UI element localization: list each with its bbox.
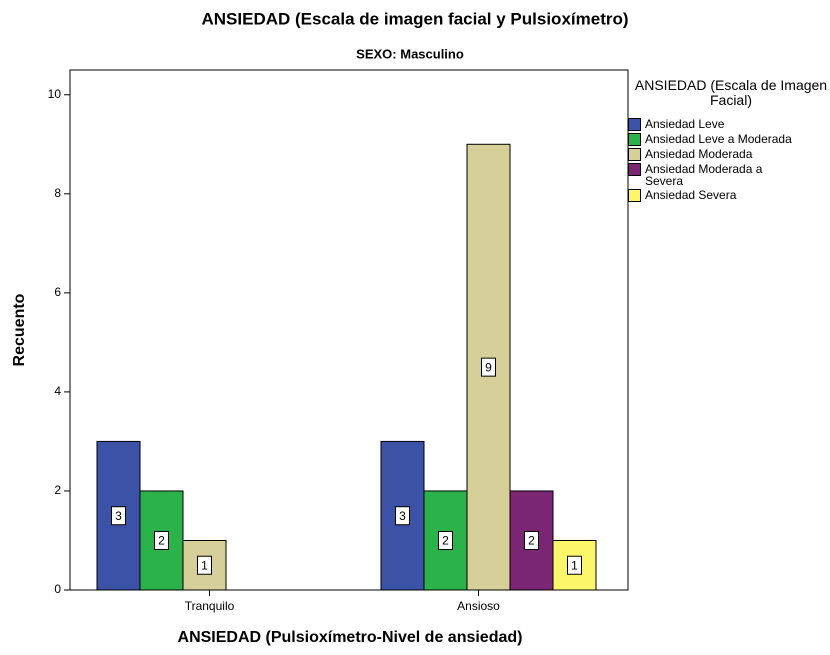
value-label: 3 <box>115 509 122 523</box>
legend-entry: Ansiedad Severa <box>628 189 830 202</box>
value-label: 1 <box>201 558 208 572</box>
y-tick-label: 4 <box>54 384 61 398</box>
legend-swatch <box>628 118 641 131</box>
value-label: 2 <box>528 534 535 548</box>
chart-subtitle: SEXO: Masculino <box>356 46 464 61</box>
value-label-box <box>567 555 582 575</box>
y-tick-label: 6 <box>54 285 61 299</box>
value-label-box <box>524 530 539 550</box>
value-label: 2 <box>442 534 449 548</box>
value-label-box <box>197 555 212 575</box>
legend-label: Ansiedad Moderada <box>645 147 753 161</box>
legend-swatch <box>628 133 641 146</box>
legend-entry: Ansiedad Leve <box>628 118 830 131</box>
y-tick-label: 8 <box>54 186 61 200</box>
y-tick-label: 10 <box>48 87 62 101</box>
value-label: 3 <box>399 509 406 523</box>
legend-swatch <box>628 163 641 176</box>
legend-entry: Ansiedad Leve a Moderada <box>628 133 830 146</box>
plot-frame <box>69 69 629 591</box>
y-axis-label: Recuento <box>11 293 28 366</box>
x-tick-label: Ansioso <box>457 599 500 613</box>
value-label: 2 <box>158 534 165 548</box>
y-tick-label: 2 <box>54 483 61 497</box>
value-label-box <box>438 530 453 550</box>
chart-title: ANSIEDAD (Escala de imagen facial y Puls… <box>201 9 628 28</box>
legend-label: Ansiedad Leve a Moderada <box>645 132 792 146</box>
value-label: 1 <box>571 558 578 572</box>
legend-label: Ansiedad Leve <box>645 117 725 131</box>
x-axis-label: ANSIEDAD (Pulsioxímetro-Nivel de ansieda… <box>178 629 523 646</box>
y-tick-label: 0 <box>54 582 61 596</box>
legend-swatch <box>628 148 641 161</box>
legend-swatch <box>628 189 641 202</box>
legend-label: Ansiedad Moderada a Severa <box>645 162 763 188</box>
value-label-box <box>395 506 410 526</box>
legend-entry: Ansiedad Moderada <box>628 148 830 161</box>
value-label-box <box>154 530 169 550</box>
x-tick-label: Tranquilo <box>185 599 235 613</box>
legend-entry: Ansiedad Moderada a Severa <box>628 163 830 187</box>
legend-label: Ansiedad Severa <box>645 188 737 202</box>
legend: ANSIEDAD (Escala de Imagen Facial) Ansie… <box>628 78 830 204</box>
value-label-box <box>481 357 496 377</box>
legend-title: ANSIEDAD (Escala de Imagen Facial) <box>634 77 828 108</box>
value-label: 9 <box>485 360 492 374</box>
value-label-box <box>111 506 126 526</box>
